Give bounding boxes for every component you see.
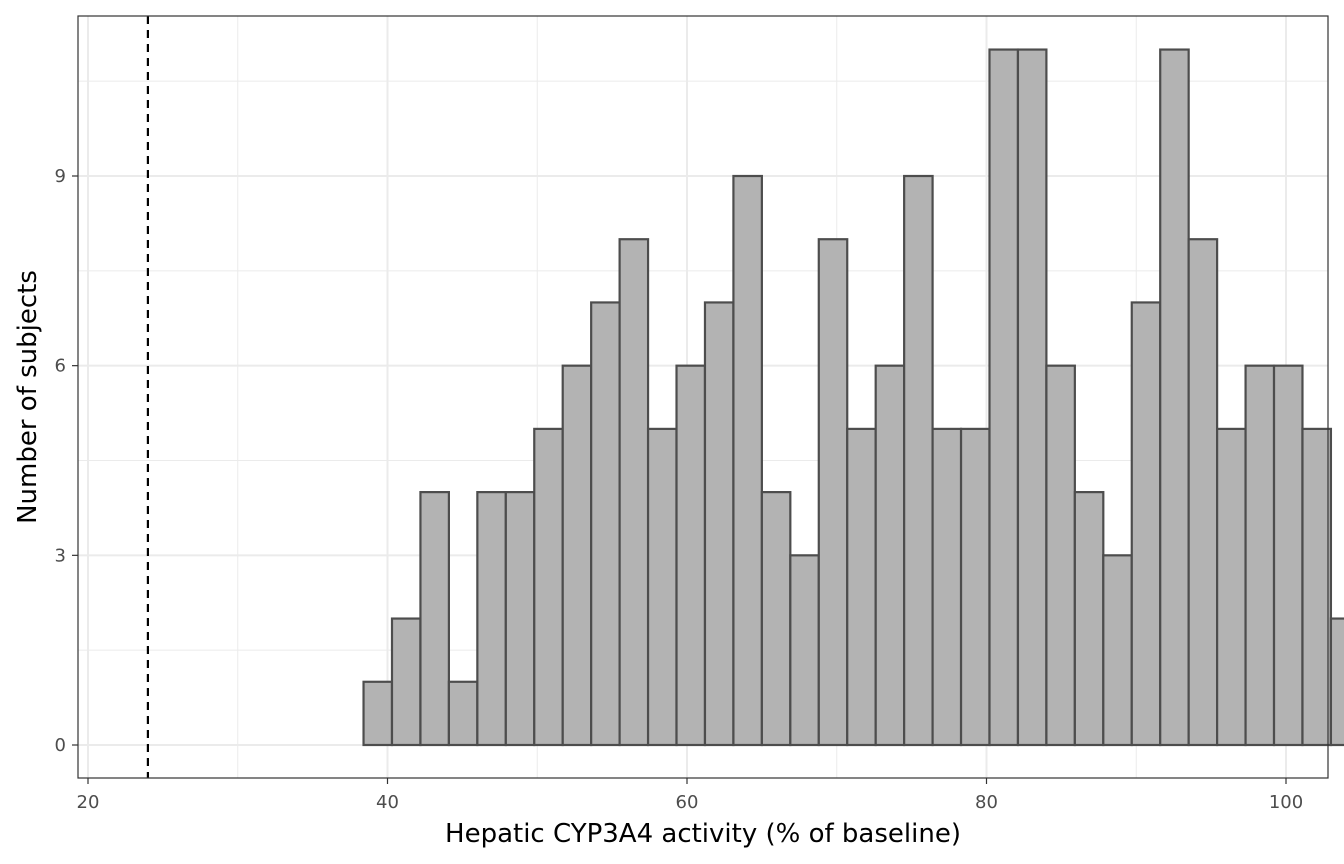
x-tick-label: 60 [676,792,699,813]
histogram-bar [504,491,536,747]
y-tick-label: 0 [55,735,66,756]
panel-border [77,15,1329,779]
histogram-bar [959,427,991,747]
axis-ticks [72,175,1287,784]
histogram-bar [1244,364,1276,747]
histogram-bar [760,491,792,747]
histogram-bar [533,427,564,747]
histogram-bar [476,491,507,747]
histogram-bar [1301,427,1333,747]
histogram-bars [362,48,1344,747]
histogram-bar [390,617,422,747]
histogram-bar [618,238,650,747]
x-axis-title: Hepatic CYP3A4 activity (% of baseline) [445,819,961,849]
histogram-bar [1187,238,1219,747]
histogram-bar [874,364,906,747]
histogram-bar [1216,427,1247,747]
x-tick-label: 100 [1269,792,1303,813]
histogram-bar [675,364,707,747]
histogram-bar [1329,617,1344,747]
histogram-bar [1045,364,1076,747]
x-tick-label: 40 [376,792,399,813]
histogram-bar [817,238,849,747]
x-tick-label: 20 [77,792,100,813]
histogram-bar [561,364,593,747]
histogram-bar [1102,554,1133,747]
histogram-bar [1016,48,1048,747]
x-tick-label: 80 [975,792,998,813]
y-tick-label: 9 [55,166,66,187]
histogram-bar [646,427,678,747]
histogram-bar [903,174,934,747]
histogram-bar [1159,48,1190,747]
histogram-bar [419,491,450,747]
histogram-bar [447,680,479,747]
y-tick-label: 6 [55,356,66,377]
histogram-bar [732,174,763,747]
y-axis-title: Number of subjects [13,270,43,524]
histogram-bar [1073,491,1105,747]
histogram-bar [1272,364,1304,747]
histogram-bar [590,301,621,747]
histogram-bar [931,427,963,747]
histogram-bar [789,554,820,747]
histogram-bar [703,301,735,747]
y-tick-labels: 0 3 6 9 [55,166,66,756]
histogram-bar [988,48,1020,747]
histogram-bar [846,427,877,747]
histogram-bar [362,680,394,747]
histogram-bar [1130,301,1162,747]
y-tick-label: 3 [55,545,66,566]
x-tick-labels: 20 40 60 80 100 [77,792,1304,813]
